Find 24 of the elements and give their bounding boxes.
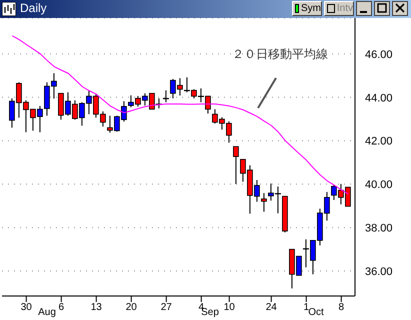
y-tick-label: 42.00	[365, 136, 393, 148]
text: Sym	[301, 3, 321, 14]
y-tick-label: 38.00	[365, 222, 393, 235]
y-tick-label: 44.00	[365, 92, 393, 104]
y-tick-label: 36.00	[365, 266, 393, 278]
y-tick-label: 40.00	[365, 179, 393, 192]
chart-title: Daily	[20, 1, 47, 15]
x-tick-label: 27	[160, 302, 172, 313]
x-tick-label: 30	[20, 302, 32, 313]
y-tick-label: 46.00	[365, 48, 393, 61]
text: Oct	[308, 307, 325, 319]
x-tick-label: 20	[126, 302, 138, 313]
text: Intv	[336, 3, 353, 14]
text: Sep	[201, 307, 220, 319]
x-tick-label: 8	[338, 302, 344, 313]
x-tick-label: 1	[304, 302, 310, 313]
candlestick	[233, 146, 239, 184]
text: Aug	[37, 307, 57, 319]
x-tick-label: 24	[266, 302, 278, 313]
text: ２０日移動平均線	[232, 46, 328, 63]
x-tick-label: 10	[224, 302, 236, 313]
x-tick-label: 6	[58, 302, 65, 313]
x-tick-label: 13	[90, 302, 102, 313]
candlestick	[261, 192, 267, 212]
